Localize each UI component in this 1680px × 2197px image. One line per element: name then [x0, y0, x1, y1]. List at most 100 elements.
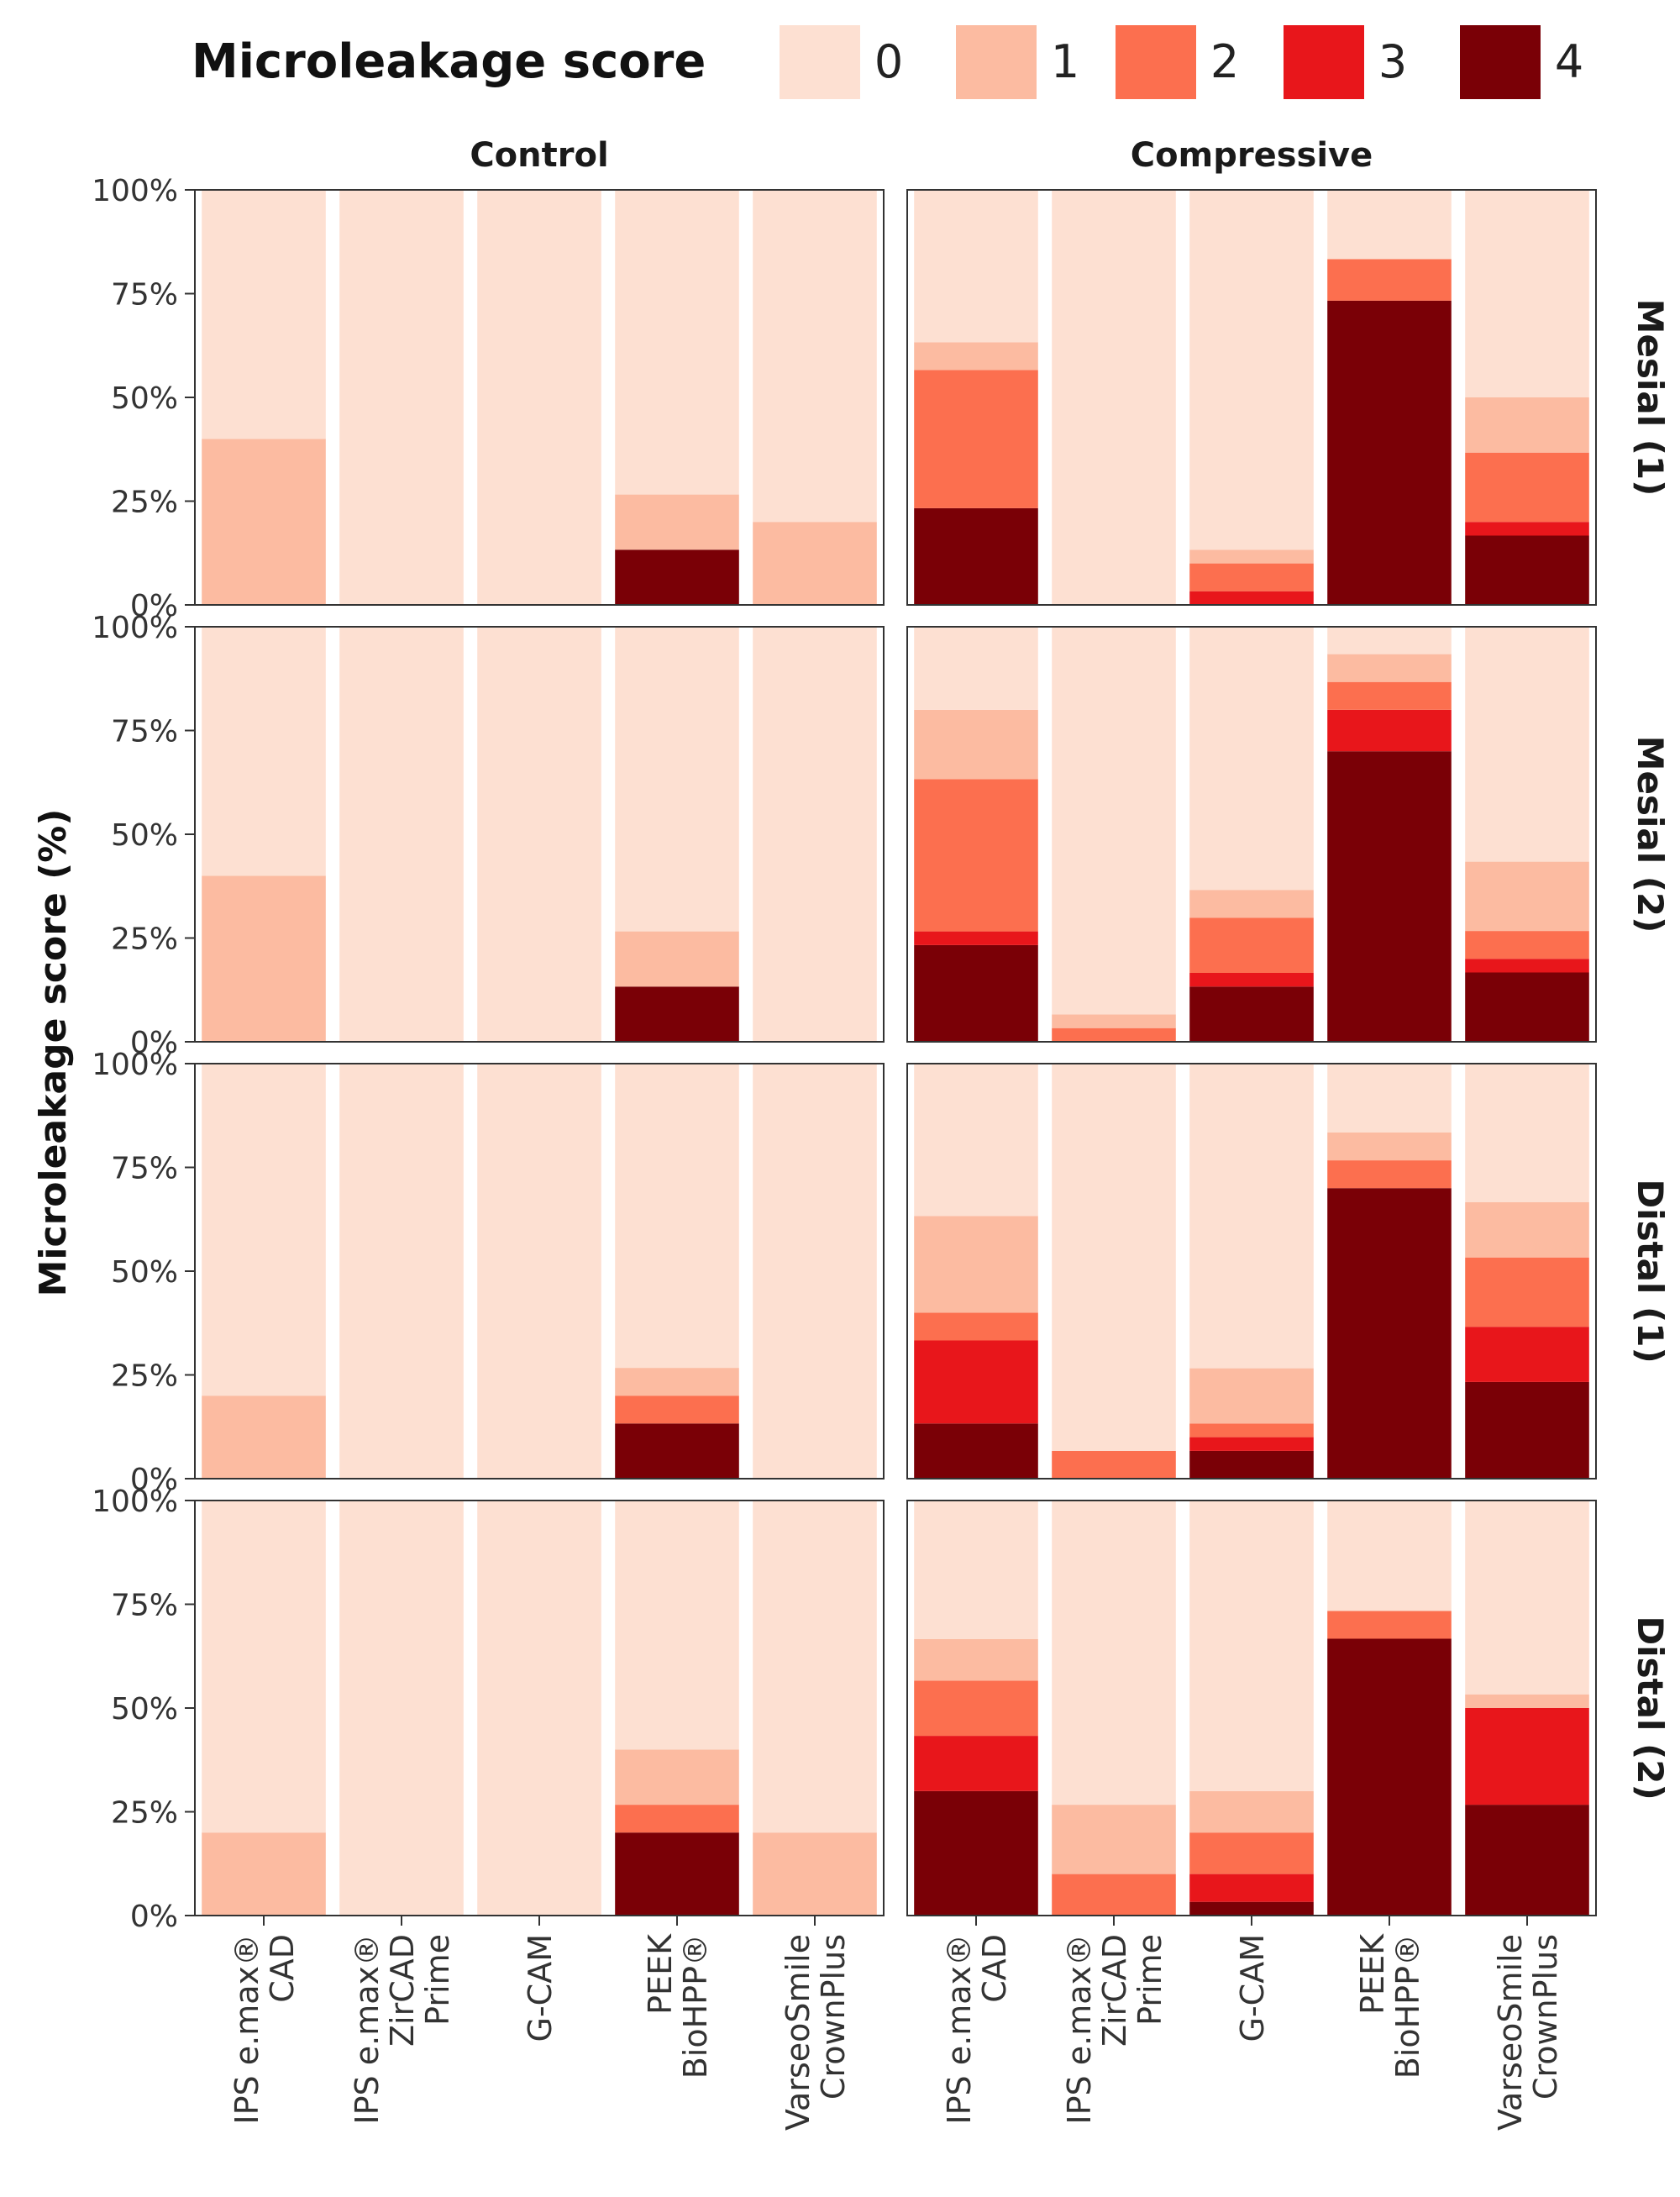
x-tick-label: CAD: [264, 1934, 301, 2003]
bar-segment-score-0: [1327, 1064, 1452, 1133]
bar-segment-score-1: [1189, 890, 1314, 918]
bar-segment-score-0: [1465, 627, 1589, 862]
bar-segment-score-1: [1327, 1133, 1452, 1161]
x-tick-label: BioHPP®: [1389, 1934, 1426, 2079]
bar-segment-score-4: [1189, 1450, 1314, 1479]
bar-segment-score-2: [615, 1805, 739, 1833]
bar-segment-score-2: [1189, 917, 1314, 973]
facet-label-control: Control: [470, 136, 608, 175]
bar-segment-score-4: [615, 1423, 739, 1479]
y-tick-label: 100%: [92, 611, 178, 645]
bar-segment-score-1: [202, 1395, 326, 1479]
bar-segment-score-0: [914, 1501, 1038, 1639]
legend-title: Microleakage score: [192, 34, 706, 89]
y-tick-label: 100%: [92, 1485, 178, 1519]
panel-border: [906, 1063, 1597, 1480]
bar-segment-score-0: [1327, 190, 1452, 260]
bar-segment-score-2: [914, 779, 1038, 932]
bar-segment-score-0: [202, 190, 326, 439]
bar-segment-score-0: [615, 1501, 739, 1750]
bar-segment-score-1: [615, 1368, 739, 1396]
y-tick-label: 75%: [111, 278, 178, 313]
bar-segment-score-4: [1327, 300, 1452, 605]
bar-segment-score-1: [202, 1832, 326, 1916]
panel-border: [194, 1063, 885, 1480]
y-tick-label: 50%: [111, 1255, 178, 1290]
bar-segment-score-1: [1189, 549, 1314, 564]
bar-segment-score-4: [1327, 751, 1452, 1042]
bar-segment-score-0: [202, 1064, 326, 1396]
bar-segment-score-2: [914, 370, 1038, 508]
bar-segment-score-4: [1465, 1805, 1589, 1916]
bar-segment-score-1: [1465, 861, 1589, 932]
y-tick-label: 0%: [130, 589, 178, 623]
y-tick-label: 100%: [92, 1048, 178, 1082]
x-tick-label: G-CAM: [522, 1934, 559, 2042]
bar-segment-score-0: [753, 190, 877, 523]
bar-segment-score-1: [615, 931, 739, 987]
bar-segment-score-1: [753, 522, 877, 605]
bar-segment-score-0: [914, 627, 1038, 710]
bar-segment-score-0: [1327, 627, 1452, 654]
y-tick-label: 25%: [111, 1796, 178, 1831]
facet-label-row: Distal (2): [1630, 1616, 1671, 1800]
facet-label-compressive: Compressive: [1131, 136, 1373, 175]
legend-label-3: 3: [1378, 35, 1407, 88]
x-tick-label: CrownPlus: [1527, 1934, 1564, 2100]
bar-segment-score-4: [1327, 1638, 1452, 1916]
bar-segment-score-1: [914, 1216, 1038, 1313]
bar-segment-score-2: [1465, 1257, 1589, 1327]
bar-segment-score-0: [339, 1501, 464, 1916]
bar-segment-score-0: [1189, 627, 1314, 891]
bar-segment-score-4: [1465, 535, 1589, 605]
legend-label-0: 0: [874, 35, 903, 88]
bar-segment-score-0: [615, 190, 739, 495]
x-tick-label: BioHPP®: [677, 1934, 714, 2079]
bar-segment-score-1: [1465, 1694, 1589, 1708]
bar-segment-score-0: [753, 1501, 877, 1833]
x-tick-label: PEEK: [642, 1933, 679, 2015]
bar-segment-score-3: [1189, 591, 1314, 605]
bar-segment-score-2: [914, 1312, 1038, 1341]
bar-segment-score-1: [1052, 1014, 1176, 1028]
facet-label-row: Mesial (1): [1630, 299, 1671, 497]
bar-segment-score-0: [339, 190, 464, 605]
bar-segment-score-0: [477, 627, 601, 1042]
bar-segment-score-4: [1189, 1901, 1314, 1916]
bar-segment-score-3: [1465, 1708, 1589, 1805]
panel-border: [906, 189, 1597, 606]
bar-segment-score-0: [615, 627, 739, 932]
bar-segment-score-1: [202, 439, 326, 605]
bar-segment-score-0: [615, 1064, 739, 1369]
facet-label-row: Mesial (2): [1630, 736, 1671, 933]
bar-segment-score-2: [1052, 1874, 1176, 1916]
x-tick-label: IPS e.max®: [1061, 1934, 1098, 2125]
x-tick-label: IPS e.max®: [228, 1934, 265, 2125]
bar-segment-score-2: [615, 1395, 739, 1424]
bar-segment-score-2: [1052, 1028, 1176, 1042]
y-tick-label: 50%: [111, 381, 178, 416]
x-tick-label: VarseoSmile: [1492, 1934, 1529, 2131]
y-tick-label: 25%: [111, 922, 178, 957]
bar-segment-score-2: [1327, 1611, 1452, 1639]
legend-label-1: 1: [1051, 35, 1079, 88]
facet-label-row: Distal (1): [1630, 1179, 1671, 1363]
bar-segment-score-0: [1052, 190, 1176, 605]
x-tick-label: CAD: [976, 1934, 1013, 2003]
bar-segment-score-2: [1189, 1423, 1314, 1438]
bar-segment-score-3: [1189, 972, 1314, 987]
bar-segment-score-0: [1052, 1501, 1176, 1805]
legend-swatch-0: [780, 25, 860, 99]
bar-segment-score-0: [914, 1064, 1038, 1217]
bar-segment-score-0: [339, 627, 464, 1042]
bar-segment-score-0: [1327, 1501, 1452, 1611]
bar-segment-score-0: [1189, 190, 1314, 550]
y-tick-label: 75%: [111, 715, 178, 749]
bar-segment-score-0: [202, 1501, 326, 1833]
bar-segment-score-3: [1189, 1437, 1314, 1451]
bar-segment-score-1: [615, 1749, 739, 1805]
x-tick-label: CrownPlus: [815, 1934, 852, 2100]
x-tick-label: Prime: [1131, 1934, 1168, 2026]
bar-segment-score-1: [1465, 397, 1589, 453]
